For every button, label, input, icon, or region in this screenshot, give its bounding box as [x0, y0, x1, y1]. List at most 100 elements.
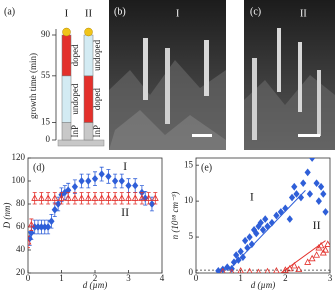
x-tick-label: 1	[59, 273, 64, 283]
data-point	[313, 251, 321, 258]
data-point	[304, 258, 312, 265]
data-point	[293, 190, 300, 198]
x-tick-label: 2	[93, 273, 98, 283]
segment-label: doped	[70, 44, 80, 66]
data-point	[78, 177, 85, 185]
data-point	[78, 194, 86, 201]
series-label: I	[250, 189, 254, 203]
data-point	[230, 258, 238, 267]
plot-area	[196, 158, 330, 273]
data-point	[264, 222, 271, 231]
wire-label: I	[65, 8, 69, 20]
data-point	[104, 194, 112, 201]
data-point	[286, 215, 293, 223]
data-point	[306, 190, 314, 198]
data-point	[31, 194, 39, 201]
data-point	[28, 220, 35, 228]
data-point	[324, 240, 330, 247]
data-point	[273, 211, 280, 220]
segment-label: undoped	[92, 39, 102, 70]
y-tick-label: 40	[16, 244, 26, 254]
x-tick-label: 4	[160, 273, 165, 283]
data-point	[125, 194, 132, 201]
wire-label: II	[85, 8, 93, 20]
data-point	[304, 168, 311, 177]
data-point	[308, 254, 316, 262]
data-point	[145, 194, 153, 201]
data-point	[257, 218, 264, 227]
y-tick-label: 100	[12, 175, 26, 185]
data-point	[235, 256, 242, 264]
data-point	[246, 233, 253, 241]
data-point	[317, 241, 325, 249]
series-label: II	[313, 218, 321, 232]
panel-label: (e)	[201, 162, 212, 173]
data-point	[282, 204, 289, 213]
segment-label: undoped	[70, 83, 80, 114]
data-point	[224, 263, 231, 272]
data-point	[277, 208, 284, 216]
data-point	[37, 194, 45, 201]
data-point	[98, 170, 105, 178]
data-point	[48, 217, 55, 226]
data-point	[322, 246, 330, 253]
data-point	[256, 268, 261, 273]
data-point	[237, 247, 244, 256]
data-point	[253, 229, 260, 238]
x-tick-label: 3	[328, 273, 333, 283]
y-tick-label: 15	[184, 159, 194, 169]
data-point	[229, 268, 235, 273]
x-axis-label: d (µm)	[251, 280, 275, 290]
data-point	[105, 172, 112, 181]
data-point	[148, 200, 156, 208]
sem-image-b: (b) I	[109, 0, 226, 150]
data-point	[320, 190, 327, 198]
data-point	[259, 226, 267, 234]
data-point	[297, 193, 305, 202]
data-point	[44, 223, 52, 231]
catalyst	[84, 27, 93, 37]
image-label: II	[300, 8, 307, 19]
data-point	[317, 182, 325, 191]
y-tick-label: 80	[16, 198, 26, 208]
segment-label: InP	[92, 125, 102, 138]
x-tick-label: 0	[26, 273, 31, 283]
data-point	[291, 182, 298, 191]
data-point	[315, 197, 322, 205]
error-bar	[28, 235, 30, 249]
data-point	[242, 236, 249, 245]
series-label: II	[121, 205, 129, 219]
data-point	[300, 179, 307, 187]
y-axis-label: D (nm)	[2, 203, 12, 230]
y-tick-label: 10	[184, 195, 194, 205]
tick-label: 0	[46, 134, 51, 144]
sem-image-c: (c) II	[244, 0, 335, 150]
y-tick-label: 0	[189, 267, 194, 277]
data-point	[268, 218, 276, 227]
data-point	[91, 194, 99, 201]
data-point	[85, 177, 92, 185]
tick-label: 55	[41, 70, 51, 80]
data-point	[58, 194, 65, 201]
segment-label: doped	[92, 88, 102, 110]
data-point	[111, 194, 119, 201]
series-label: I	[123, 159, 127, 173]
panel-label: (d)	[33, 162, 45, 173]
data-point	[111, 177, 119, 185]
data-point	[290, 261, 298, 269]
data-point	[44, 194, 52, 201]
y-tick-label: 60	[16, 221, 26, 231]
data-point	[28, 228, 35, 237]
segment-label: InP	[70, 125, 80, 138]
data-point	[233, 251, 240, 259]
data-point	[295, 265, 303, 273]
catalyst	[62, 27, 71, 37]
plot-frame	[195, 157, 331, 274]
data-point	[28, 238, 32, 245]
data-point	[239, 253, 247, 262]
image-label: I	[176, 8, 179, 19]
x-tick-label: 3	[126, 273, 131, 283]
data-point	[322, 208, 329, 216]
data-point	[98, 194, 106, 201]
